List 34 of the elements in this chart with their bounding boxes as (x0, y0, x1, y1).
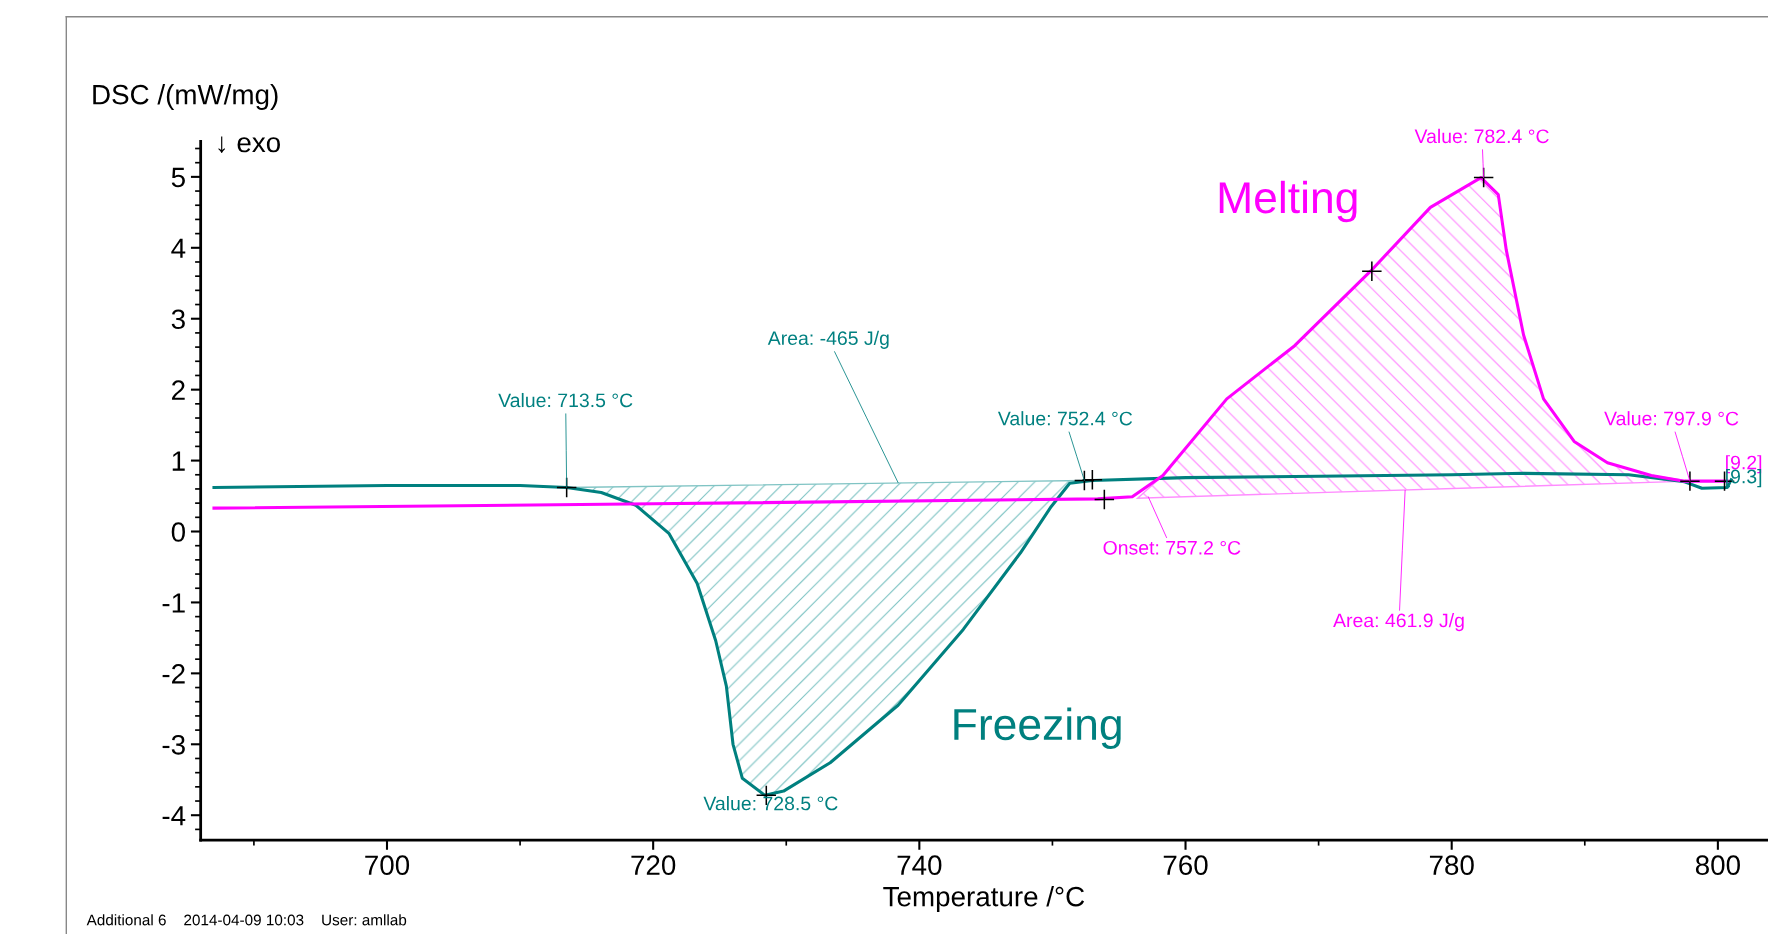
x-tick-label: 740 (897, 855, 942, 876)
annotation: Value: 797.9 °C (1604, 411, 1739, 426)
point (1073, 469, 1095, 491)
x-axis-title: Temperature /°C (883, 886, 1085, 912)
point (1361, 260, 1383, 282)
point (1679, 470, 1701, 492)
y-tick-label: -2 (162, 664, 185, 684)
annotation: Value: 782.4 °C (1414, 128, 1549, 144)
y-tick-label: 5 (171, 167, 185, 188)
y-tick-label: 1 (172, 451, 185, 471)
y-tick-label: 4 (171, 238, 186, 258)
y-tick-label: -4 (162, 806, 186, 826)
y-tick-label: 3 (171, 309, 185, 330)
y-axis-title: DSC /(mW/mg) (93, 84, 278, 110)
annotation: Area: 461.9 J/g (1333, 613, 1464, 632)
y-tick-label: 2 (172, 380, 185, 400)
annotation: Value: 713.5 °C (498, 392, 633, 408)
y-tick-label: 0 (171, 522, 185, 542)
text: Additional 6 2014-04-09 10:03 User: amllab (86, 914, 407, 926)
annotation: Value: 728.5 °C (703, 796, 838, 811)
point (1093, 489, 1115, 511)
x-tick-label: 780 (1429, 855, 1474, 876)
annotation: Value: 752.4 °C (997, 411, 1133, 426)
x-tick-label: 800 (1695, 855, 1740, 876)
x-tick-label: 760 (1163, 855, 1208, 876)
y-tick-label: -3 (162, 734, 185, 755)
x-tick-label: 720 (631, 855, 676, 876)
series-label: Freezing (954, 707, 1121, 749)
annotation: ↓ exo (218, 136, 280, 153)
annotation: Onset: 757.2 °C (1103, 540, 1241, 555)
annotation: Area: -465 J/g (767, 330, 889, 349)
x-tick-label: 700 (365, 855, 410, 876)
series-label: Melting (1219, 180, 1357, 223)
y-tick-label: -1 (162, 593, 185, 613)
